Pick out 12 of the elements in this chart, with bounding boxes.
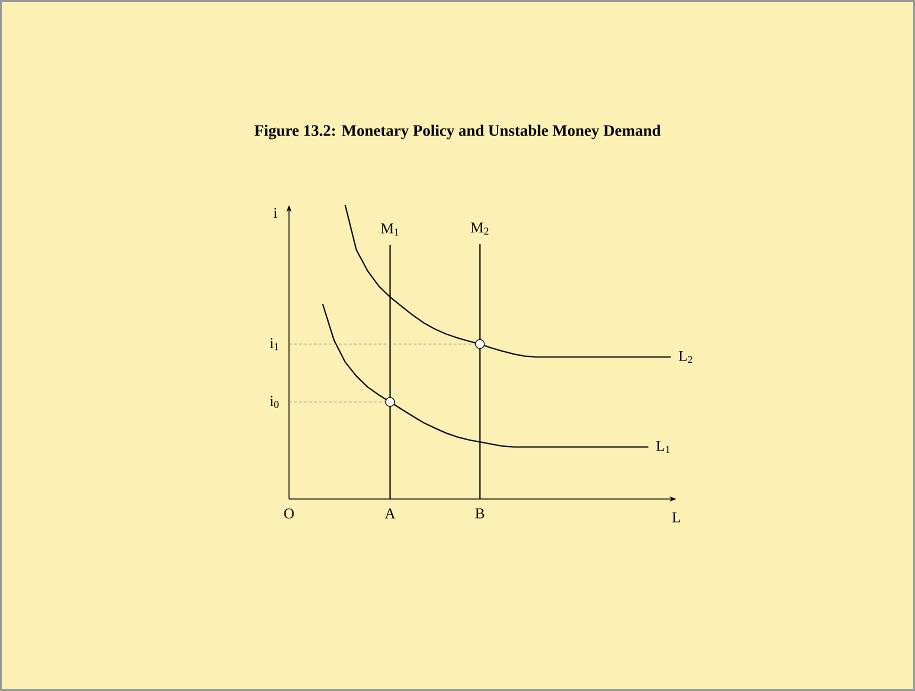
series-label: L$_{1}$ (656, 440, 670, 453)
x-axis-title: L (672, 512, 680, 522)
series-label: M$_{2}$ (470, 222, 488, 235)
annotation: i$_{1}$ (270, 338, 278, 350)
annotation: i$_{0}$ (270, 396, 279, 408)
series-label: M$_{1}$ (381, 224, 398, 236)
series-label: L$_{2}$ (678, 351, 692, 363)
x-tick-label: O (284, 508, 294, 519)
x-tick-label: B (475, 508, 484, 518)
x-tick-label: A (384, 508, 396, 518)
y-axis-title: i (274, 208, 278, 218)
chart-title: Figure 13.2: Monetary Policy and Unstable Money Demand (254, 124, 661, 140)
